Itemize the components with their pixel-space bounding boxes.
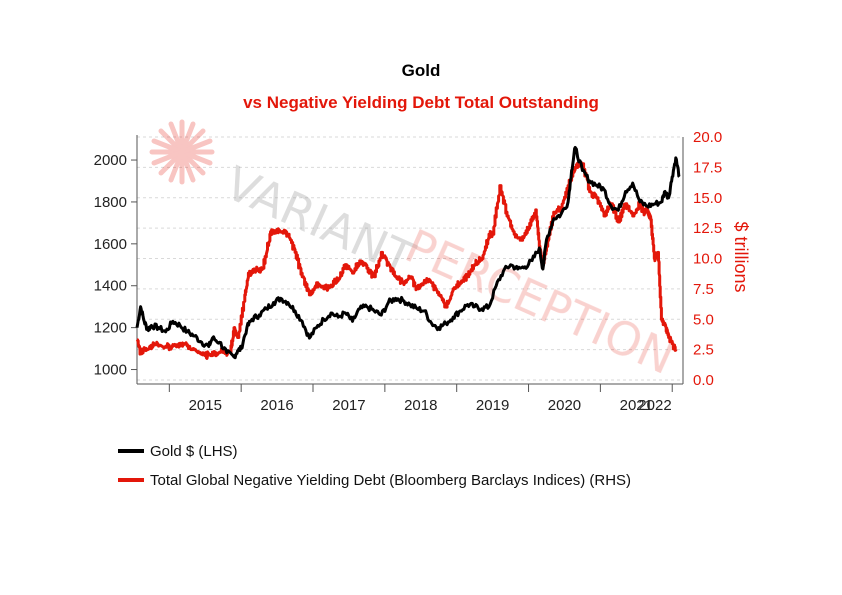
y-right-axis-label: $ trillions bbox=[731, 221, 751, 292]
chart-title: Gold bbox=[402, 61, 441, 80]
y-left-tick-label: 1000 bbox=[94, 362, 127, 379]
series-line-negative-debt bbox=[136, 160, 678, 360]
x-tick-label: 2019 bbox=[476, 397, 509, 414]
x-tick-label: 2020 bbox=[548, 397, 581, 414]
y-right-tick-label: 7.5 bbox=[693, 281, 714, 298]
y-right-tick-label: 5.0 bbox=[693, 311, 714, 328]
y-left-tick-label: 2000 bbox=[94, 152, 127, 169]
x-tick-label: 2018 bbox=[404, 397, 437, 414]
series-lines bbox=[135, 146, 681, 360]
y-right-tick-label: 10.0 bbox=[693, 251, 722, 268]
legend-label-debt: Total Global Negative Yielding Debt (Blo… bbox=[150, 472, 631, 489]
y-right-tick-label: 0.0 bbox=[693, 372, 714, 389]
watermark-logo-icon bbox=[149, 119, 215, 185]
x-tick-label: 2022 bbox=[638, 397, 671, 414]
y-axis-right: 0.0 2.5 5.0 7.5 10.0 12.5 15.0 17.5 20.0 bbox=[682, 129, 722, 389]
y-right-tick-label: 2.5 bbox=[693, 342, 714, 359]
y-left-tick-label: 1600 bbox=[94, 236, 127, 253]
x-tick-label: 2017 bbox=[332, 397, 365, 414]
y-right-tick-label: 12.5 bbox=[693, 220, 722, 237]
y-axis-left: 1000 1200 1400 1600 1800 2000 bbox=[94, 135, 138, 384]
y-right-tick-label: 15.0 bbox=[693, 190, 722, 207]
x-tick-label: 2015 bbox=[189, 397, 222, 414]
y-right-tick-label: 20.0 bbox=[693, 129, 722, 146]
x-tick-label: 2021 bbox=[620, 397, 653, 414]
y-left-tick-label: 1200 bbox=[94, 320, 127, 337]
legend-label-gold: Gold $ (LHS) bbox=[150, 443, 238, 460]
legend: Gold $ (LHS) Total Global Negative Yield… bbox=[118, 443, 631, 489]
series-line-gold bbox=[135, 146, 681, 360]
chart-subtitle: vs Negative Yielding Debt Total Outstand… bbox=[243, 93, 599, 112]
x-tick-label: 2016 bbox=[260, 397, 293, 414]
y-right-tick-label: 17.5 bbox=[693, 159, 722, 176]
y-left-tick-label: 1400 bbox=[94, 278, 127, 295]
y-left-tick-label: 1800 bbox=[94, 194, 127, 211]
